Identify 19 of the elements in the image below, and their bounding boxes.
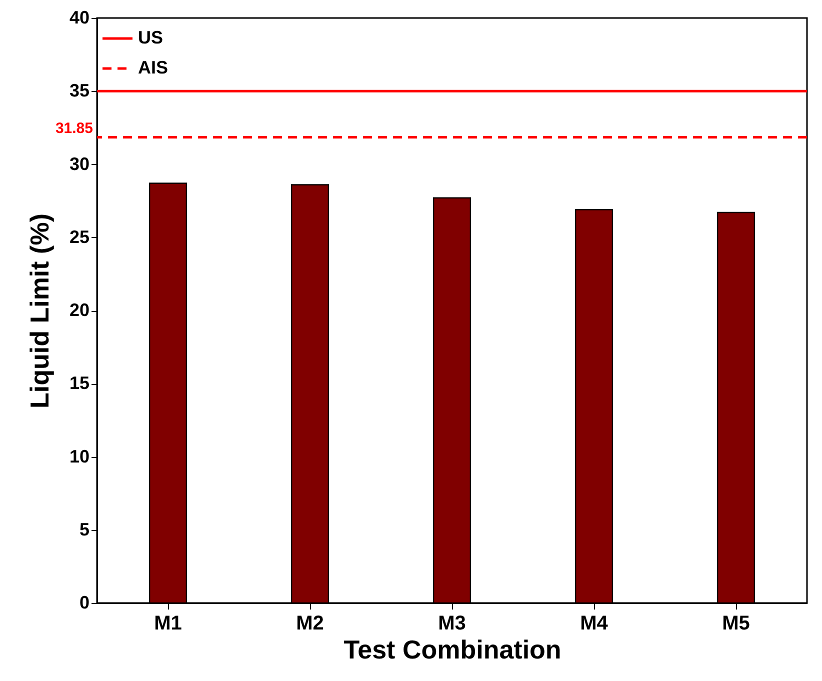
y-tick-label: 15 — [69, 373, 90, 394]
y-tick-label: 40 — [69, 8, 90, 28]
y-tick-label: 30 — [69, 154, 90, 174]
x-tick-label: M3 — [438, 612, 466, 634]
x-tick-label: M2 — [296, 612, 324, 634]
legend-label: US — [138, 28, 164, 48]
text: 31.85 — [55, 120, 93, 138]
y-tick-label: 0 — [79, 592, 90, 612]
y-tick-label: 10 — [69, 446, 90, 466]
x-tick-label: M5 — [722, 612, 750, 634]
y-tick-label: 20 — [69, 300, 90, 320]
y-tick-label: 5 — [79, 519, 90, 540]
x-axis-title: Test Combination — [344, 634, 562, 664]
y-tick-label: 35 — [69, 80, 90, 101]
x-tick-label: M4 — [580, 612, 609, 634]
x-tick-label: M1 — [154, 612, 182, 634]
y-axis-title: Liquid Limit (%) — [24, 214, 54, 408]
legend-label: AIS — [138, 58, 168, 78]
y-tick-label: 25 — [69, 226, 90, 247]
